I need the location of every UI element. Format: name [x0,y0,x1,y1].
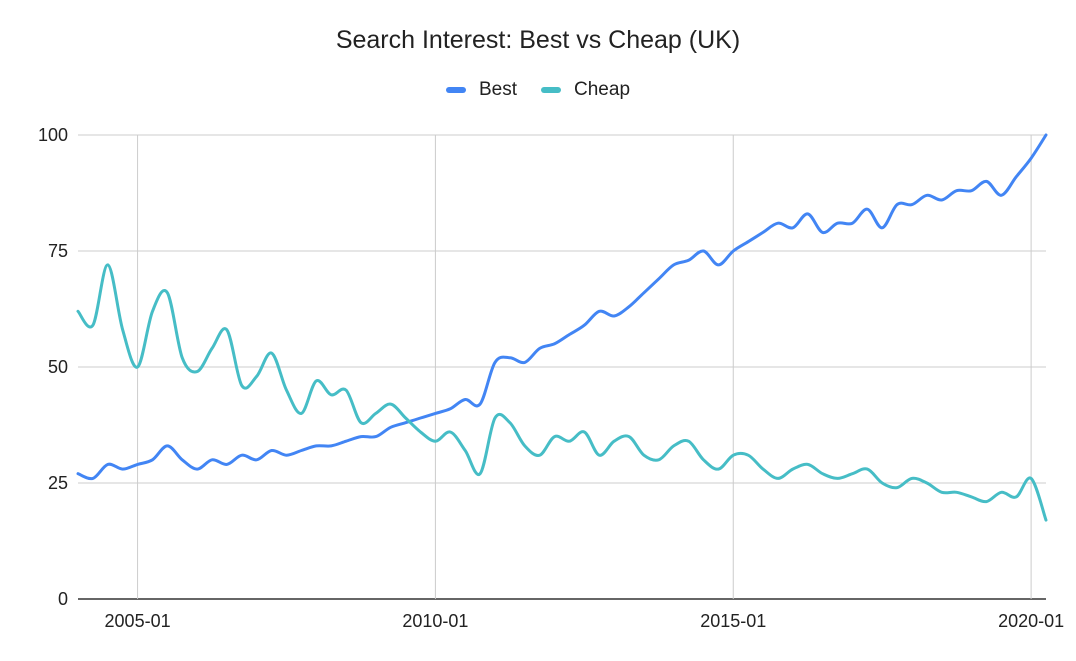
legend-item-best[interactable]: Best [445,79,518,101]
y-tick-label: 100 [38,125,68,145]
y-tick-label: 25 [48,473,68,493]
y-tick-label: 50 [48,357,68,377]
legend-item-cheap[interactable]: Cheap [541,79,630,101]
chart-legend: Best Cheap [0,79,1076,101]
legend-label-best: Best [478,79,518,100]
series-line-best [76,133,1048,481]
legend-label-cheap: Cheap [574,79,631,100]
x-tick-label: 2005-01 [105,611,171,631]
x-tick-label: 2010-01 [402,611,468,631]
series-line-cheap [76,263,1048,522]
y-tick-label: 0 [58,589,68,609]
legend-swatch-cheap [541,87,562,93]
y-tick-label: 75 [48,241,68,261]
legend-swatch-best [445,87,466,93]
chart-title: Search Interest: Best vs Cheap (UK) [335,26,741,54]
x-tick-label: 2020-01 [998,611,1064,631]
x-tick-label: 2015-01 [700,611,766,631]
